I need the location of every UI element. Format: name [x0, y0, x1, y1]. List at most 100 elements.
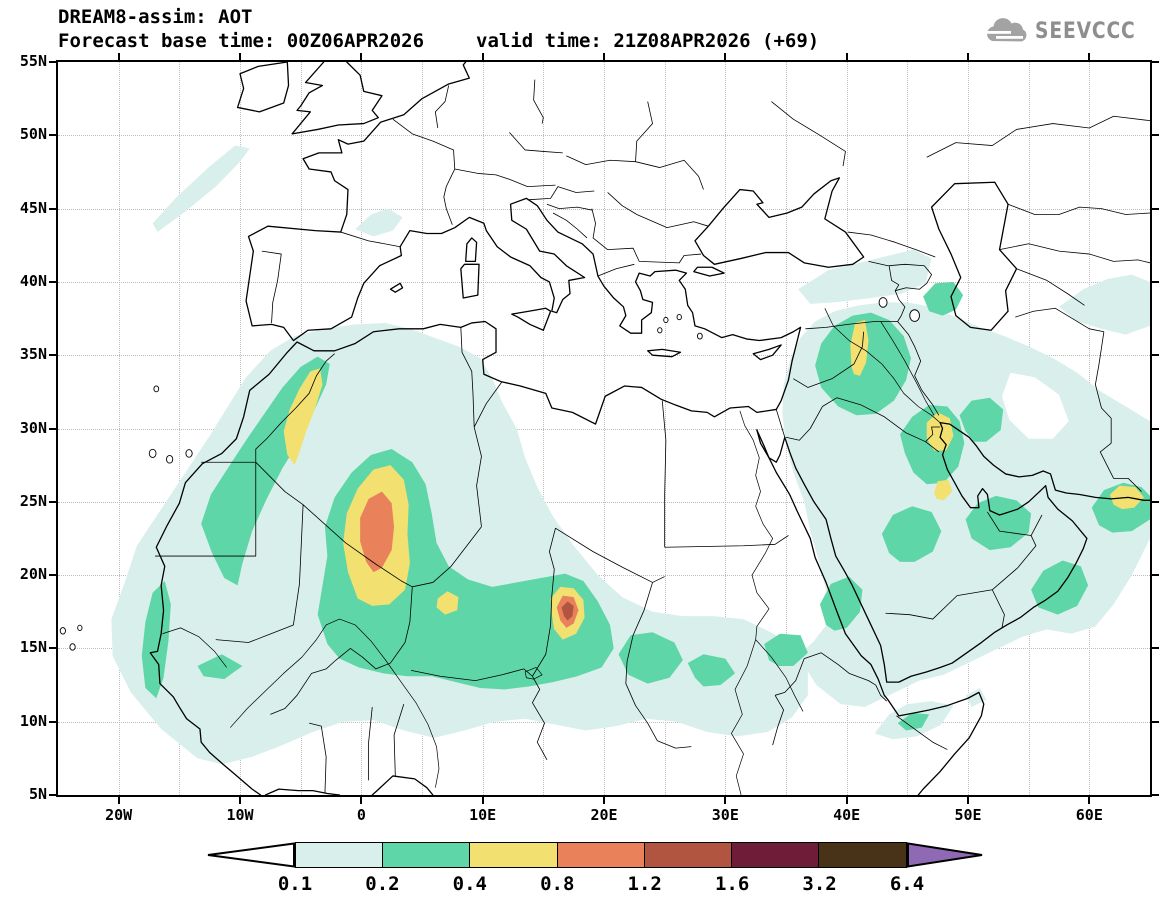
forecast-base-time: Forecast base time: 00Z06APR2026 — [58, 30, 425, 52]
y-tick-label: 30N — [19, 418, 47, 437]
axis-tick — [239, 797, 241, 804]
x-tick-label: 50E — [954, 806, 982, 824]
x-tick-label: 10W — [226, 806, 254, 824]
border-layer — [155, 80, 1150, 794]
logo-text: SEEVCCC — [1034, 18, 1136, 44]
axis-tick — [117, 53, 120, 60]
axis-tick — [1088, 53, 1091, 60]
axis-tick — [603, 53, 605, 60]
axis-tick — [49, 574, 56, 577]
plot-title: DREAM8-assim: AOT — [58, 6, 253, 28]
y-tick-label: 40N — [19, 271, 47, 290]
y-tick-label: 20N — [19, 565, 47, 584]
colorbar-label: 3.2 — [802, 873, 837, 895]
y-tick-label: 55N — [19, 52, 47, 70]
gridline-horizontal — [58, 575, 1150, 577]
axis-tick — [481, 797, 484, 804]
gridline-horizontal — [58, 135, 1150, 137]
x-tick-label: 30E — [711, 806, 739, 824]
axis-tick — [1152, 354, 1159, 357]
axis-tick — [481, 53, 484, 60]
x-tick-label: 0 — [356, 806, 366, 824]
axis-tick — [1088, 797, 1091, 804]
x-tick-label: 20W — [105, 806, 133, 824]
axis-tick — [1152, 794, 1159, 796]
axis-tick — [49, 61, 56, 63]
axis-tick — [1152, 207, 1159, 210]
axis-tick — [49, 720, 56, 723]
axis-tick — [1152, 647, 1159, 650]
axis-tick — [967, 53, 969, 60]
colorbar-cell — [556, 842, 646, 868]
x-tick-label: 40E — [833, 806, 861, 824]
axis-tick — [49, 134, 56, 137]
axis-tick — [49, 354, 56, 357]
coastline-layer — [60, 62, 1150, 795]
axis-tick — [845, 797, 848, 804]
axis-tick — [724, 53, 727, 60]
colorbar-label: 1.2 — [627, 873, 662, 895]
x-tick-label: 10E — [469, 806, 497, 824]
y-tick-label: 15N — [19, 638, 47, 657]
seevccc-logo: SEEVCCC — [982, 16, 1153, 46]
colorbar-label: 0.4 — [452, 873, 488, 895]
y-tick-label: 10N — [19, 711, 47, 730]
x-tick-label: 60E — [1075, 806, 1103, 824]
axis-tick — [845, 53, 848, 60]
gridline-horizontal — [58, 281, 1150, 283]
colorbar-cell — [382, 842, 471, 868]
gridline-horizontal — [58, 355, 1150, 357]
y-tick-label: 5N — [28, 785, 47, 803]
axis-tick — [117, 797, 120, 804]
colorbar: 0.1 0.2 0.4 0.8 1.2 1.6 3.2 6.4 — [205, 842, 985, 895]
axis-tick — [239, 53, 241, 60]
gridline-horizontal — [58, 501, 1150, 503]
axis-tick — [49, 427, 56, 430]
colorbar-cell — [818, 842, 908, 868]
colorbar-label: 0.2 — [365, 873, 400, 895]
map-svg — [58, 62, 1150, 795]
map-plot — [56, 60, 1152, 797]
axis-tick — [1152, 134, 1159, 137]
gridline-horizontal — [58, 208, 1150, 210]
axis-tick — [967, 797, 969, 804]
colorbar-cell — [469, 842, 559, 868]
axis-tick — [1152, 574, 1159, 577]
colorbar-cells — [295, 842, 908, 868]
axis-tick — [360, 53, 363, 60]
colorbar-cell — [295, 842, 384, 868]
axis-tick — [1152, 427, 1159, 430]
colorbar-label: 6.4 — [889, 873, 925, 895]
gridline-horizontal — [58, 428, 1150, 430]
aot-shading-layer — [111, 145, 1150, 765]
axis-tick — [49, 207, 56, 210]
colorbar-right-arrow — [907, 842, 983, 868]
axis-tick — [1152, 500, 1159, 503]
cloud-icon — [984, 18, 1027, 42]
axis-tick — [360, 797, 363, 804]
axis-tick — [724, 797, 727, 804]
colorbar-cell — [731, 842, 820, 868]
colorbar-left-arrow — [207, 842, 295, 868]
valid-time: valid time: 21Z08APR2026 (+69) — [476, 30, 820, 52]
colorbar-cell — [643, 842, 733, 868]
y-tick-label: 25N — [19, 491, 47, 510]
axis-tick — [1152, 280, 1159, 283]
axis-tick — [1152, 720, 1159, 723]
y-tick-label: 45N — [19, 198, 47, 217]
axis-tick — [49, 794, 56, 796]
river-lake-layer — [162, 298, 940, 795]
colorbar-label: 1.6 — [714, 873, 750, 895]
axis-tick — [49, 280, 56, 283]
subtitle-line: Forecast base time: 00Z06APR2026 valid ti… — [58, 30, 819, 52]
colorbar-label: 0.8 — [540, 873, 575, 895]
y-tick-label: 50N — [19, 125, 47, 144]
colorbar-label: 0.1 — [277, 873, 313, 895]
axis-tick — [49, 500, 56, 503]
axis-tick — [603, 797, 605, 804]
axis-tick — [1152, 61, 1159, 63]
x-tick-label: 20E — [590, 806, 618, 824]
axis-tick — [49, 647, 56, 650]
y-tick-label: 35N — [19, 345, 47, 364]
